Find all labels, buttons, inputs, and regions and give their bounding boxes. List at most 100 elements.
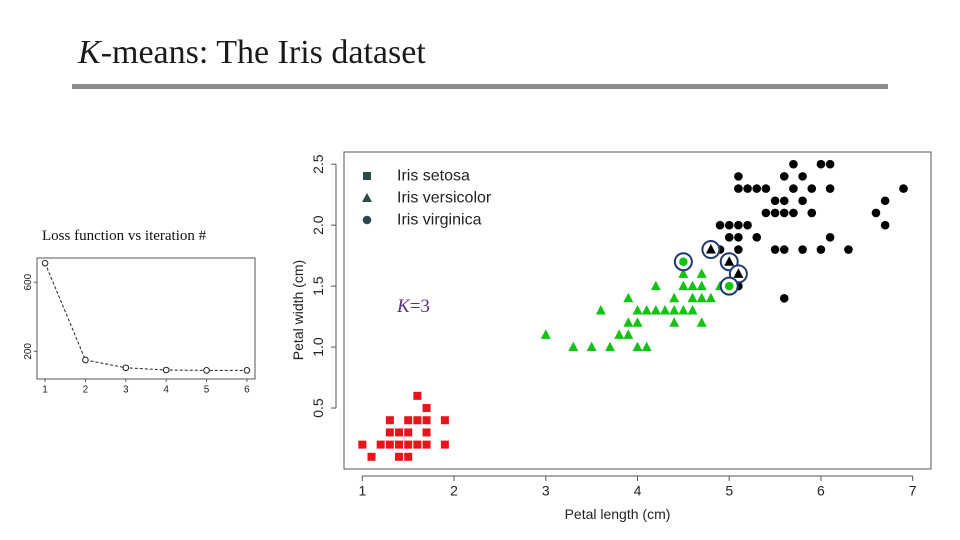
slide-title-k: K: [78, 34, 101, 71]
versicolor-point: [641, 305, 652, 315]
setosa-point: [395, 440, 404, 449]
versicolor-point: [604, 341, 615, 352]
virginica-point: [770, 208, 780, 218]
virginica-point: [761, 208, 771, 218]
virginica-point: [825, 233, 835, 242]
legend-entry-label: Iris setosa: [397, 168, 470, 185]
scatter-x-tick-label: 2: [450, 482, 458, 498]
virginica-point: [779, 208, 789, 218]
virginica-point: [789, 184, 798, 193]
versicolor-point: [641, 341, 652, 352]
scatter-x-tick-label: 7: [909, 482, 917, 498]
versicolor-point: [669, 292, 680, 303]
virginica-point: [825, 159, 835, 169]
loss-point: [41, 259, 49, 267]
virginica-point: [798, 245, 807, 254]
scatter-plot-frame: [343, 151, 932, 470]
legend-marker-setosa: [363, 172, 371, 180]
versicolor-point: [696, 292, 707, 303]
virginica-point: [715, 220, 725, 230]
virginica-point: [871, 208, 881, 218]
virginica-point: [798, 172, 807, 181]
highlight-ring: [673, 252, 693, 272]
setosa-point: [358, 440, 367, 449]
highlight-ring: [728, 264, 748, 284]
versicolor-point: [568, 341, 579, 352]
scatter-y-tick-label: 2.5: [310, 154, 326, 174]
versicolor-point: [705, 244, 716, 254]
versicolor-point: [623, 317, 634, 327]
highlight-ring: [701, 240, 721, 260]
versicolor-point: [678, 280, 689, 291]
loss-plot-frame: [36, 257, 256, 380]
loss-point: [243, 367, 251, 374]
virginica-point: [807, 208, 817, 218]
versicolor-point: [623, 292, 634, 303]
virginica-point: [715, 245, 725, 254]
virginica-point: [724, 233, 734, 242]
highlight-ring: [719, 276, 739, 296]
virginica-point: [743, 184, 752, 193]
setosa-point: [413, 416, 422, 425]
legend-marker-versicolor: [362, 193, 372, 202]
legend-marker-virginica: [362, 215, 372, 225]
setosa-point: [404, 416, 413, 425]
highlight-ring: [719, 252, 739, 272]
loss-x-tick-label: 3: [123, 384, 129, 395]
virginica-point: [779, 172, 789, 181]
virginica-point: [734, 172, 743, 181]
highlighted-point: [724, 281, 734, 291]
setosa-point: [440, 416, 449, 425]
loss-y-tick-label: 600: [23, 273, 34, 290]
scatter-x-tick-label: 6: [817, 482, 825, 498]
versicolor-point: [650, 305, 661, 315]
setosa-point: [385, 416, 394, 425]
versicolor-point: [687, 305, 698, 315]
versicolor-point: [705, 292, 716, 303]
virginica-point: [899, 184, 908, 193]
virginica-point: [679, 257, 688, 267]
virginica-point: [816, 159, 826, 169]
loss-x-tick-label: 2: [83, 384, 89, 395]
virginica-point: [734, 184, 743, 193]
title-divider: [72, 84, 888, 89]
virginica-point: [779, 196, 789, 206]
versicolor-point: [650, 280, 661, 291]
virginica-point: [789, 159, 798, 169]
setosa-point: [376, 440, 385, 449]
virginica-point: [789, 208, 798, 218]
versicolor-point: [724, 256, 735, 266]
virginica-point: [880, 196, 890, 206]
loss-x-tick-label: 1: [42, 384, 48, 395]
virginica-point: [734, 245, 743, 254]
loss-point: [82, 356, 89, 364]
scatter-y-tick-label: 1.0: [310, 337, 326, 357]
scatter-x-axis-label: Petal length (cm): [565, 506, 671, 522]
versicolor-point: [696, 268, 707, 278]
virginica-point: [724, 220, 734, 230]
setosa-point: [413, 440, 422, 449]
virginica-point: [770, 245, 780, 254]
k-annotation-k: K: [397, 296, 410, 317]
virginica-point: [734, 220, 743, 230]
virginica-point: [825, 184, 835, 193]
versicolor-point: [696, 280, 707, 291]
scatter-y-axis-label: Petal width (cm): [290, 260, 306, 360]
setosa-point: [395, 428, 404, 437]
virginica-point: [724, 281, 734, 291]
setosa-point: [413, 391, 422, 400]
loss-y-tick-label: 200: [23, 343, 34, 360]
versicolor-point: [632, 305, 643, 315]
versicolor-point: [632, 341, 643, 352]
virginica-point: [734, 233, 743, 242]
virginica-point: [752, 184, 762, 193]
virginica-point: [880, 220, 890, 230]
scatter-x-tick-label: 4: [634, 482, 642, 498]
k-annotation-value: =3: [409, 296, 430, 317]
setosa-point: [404, 428, 413, 437]
virginica-point: [844, 245, 853, 254]
setosa-point: [440, 440, 449, 449]
virginica-point: [816, 245, 826, 254]
versicolor-point: [660, 305, 671, 315]
